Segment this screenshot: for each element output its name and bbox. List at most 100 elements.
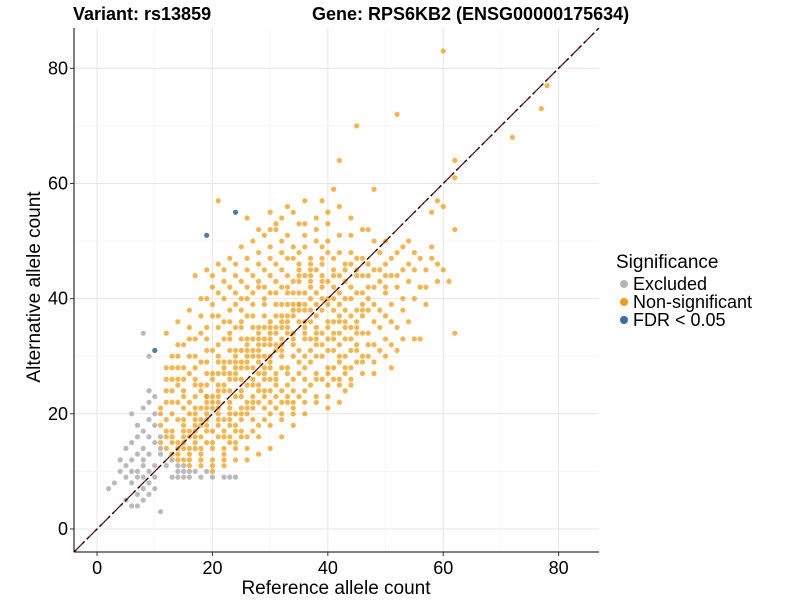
point-non-significant bbox=[354, 123, 360, 129]
point-non-significant bbox=[290, 388, 296, 394]
point-non-significant bbox=[284, 301, 291, 307]
point-non-significant bbox=[348, 249, 354, 256]
point-non-significant bbox=[267, 273, 273, 279]
point-non-significant bbox=[342, 370, 348, 377]
point-non-significant bbox=[215, 422, 221, 428]
point-non-significant bbox=[400, 336, 406, 342]
point-non-significant bbox=[250, 428, 256, 434]
point-non-significant bbox=[204, 347, 210, 354]
point-non-significant bbox=[377, 249, 383, 256]
point-non-significant bbox=[325, 365, 331, 371]
point-non-significant bbox=[227, 284, 233, 290]
point-non-significant bbox=[354, 255, 360, 261]
point-non-significant bbox=[273, 382, 279, 388]
point-non-significant bbox=[377, 278, 383, 284]
point-non-significant bbox=[250, 347, 256, 354]
point-non-significant bbox=[336, 382, 342, 388]
point-non-significant bbox=[250, 399, 256, 405]
point-non-significant bbox=[157, 422, 164, 428]
point-non-significant bbox=[204, 382, 210, 388]
point-non-significant bbox=[359, 353, 366, 359]
point-non-significant bbox=[284, 393, 291, 400]
point-non-significant bbox=[411, 249, 417, 256]
point-non-significant bbox=[244, 365, 250, 371]
point-excluded bbox=[146, 480, 152, 486]
point-non-significant bbox=[163, 365, 169, 371]
point-non-significant bbox=[284, 370, 291, 377]
point-non-significant bbox=[215, 370, 221, 377]
point-non-significant bbox=[342, 261, 348, 267]
point-non-significant bbox=[221, 388, 227, 394]
point-non-significant bbox=[377, 347, 383, 354]
point-non-significant bbox=[181, 405, 187, 411]
point-non-significant bbox=[371, 319, 377, 325]
point-non-significant bbox=[313, 290, 319, 296]
point-non-significant bbox=[452, 175, 458, 181]
point-non-significant bbox=[256, 451, 262, 457]
point-non-significant bbox=[331, 267, 337, 273]
point-non-significant bbox=[290, 422, 296, 428]
point-non-significant bbox=[209, 301, 216, 307]
point-non-significant bbox=[331, 284, 337, 290]
tick-labels: 0 20 40 60 80 0 20 40 60 80 bbox=[48, 58, 569, 578]
point-non-significant bbox=[348, 296, 354, 302]
point-non-significant bbox=[290, 411, 296, 417]
legend-swatch-excluded bbox=[620, 280, 628, 288]
point-non-significant bbox=[209, 405, 216, 411]
point-non-significant bbox=[232, 439, 239, 446]
point-non-significant bbox=[221, 370, 227, 377]
point-non-significant bbox=[307, 273, 314, 279]
point-non-significant bbox=[354, 324, 360, 331]
point-excluded bbox=[140, 463, 146, 469]
point-non-significant bbox=[279, 284, 285, 290]
point-non-significant bbox=[284, 273, 291, 279]
point-non-significant bbox=[181, 388, 187, 394]
point-non-significant bbox=[296, 347, 302, 354]
x-tick-label: 60 bbox=[433, 558, 453, 578]
point-non-significant bbox=[325, 301, 331, 307]
point-non-significant bbox=[296, 221, 302, 227]
point-non-significant bbox=[313, 376, 319, 382]
point-non-significant bbox=[446, 278, 452, 284]
point-excluded bbox=[129, 503, 135, 509]
point-non-significant bbox=[227, 370, 233, 377]
point-non-significant bbox=[388, 301, 394, 307]
point-non-significant bbox=[354, 290, 360, 296]
point-non-significant bbox=[336, 273, 342, 279]
point-non-significant bbox=[221, 296, 227, 302]
point-non-significant bbox=[227, 330, 233, 336]
reference-line-red bbox=[73, 27, 600, 553]
point-non-significant bbox=[325, 370, 331, 377]
point-non-significant bbox=[290, 301, 296, 307]
point-non-significant bbox=[250, 393, 256, 400]
point-non-significant bbox=[273, 330, 279, 336]
point-non-significant bbox=[371, 359, 377, 365]
y-tick-label: 40 bbox=[48, 289, 68, 309]
point-non-significant bbox=[244, 353, 250, 359]
point-non-significant bbox=[221, 428, 227, 434]
point-non-significant bbox=[319, 296, 325, 302]
point-non-significant bbox=[215, 290, 221, 296]
point-non-significant bbox=[509, 134, 516, 141]
point-non-significant bbox=[411, 296, 417, 302]
point-excluded bbox=[134, 434, 141, 440]
point-non-significant bbox=[365, 284, 371, 290]
point-non-significant bbox=[209, 399, 216, 405]
point-non-significant bbox=[284, 290, 291, 296]
point-non-significant bbox=[175, 382, 181, 388]
point-non-significant bbox=[434, 198, 441, 204]
point-non-significant bbox=[238, 434, 244, 440]
point-non-significant bbox=[192, 365, 198, 371]
point-non-significant bbox=[232, 261, 239, 267]
point-non-significant bbox=[371, 238, 377, 244]
y-tick-label: 0 bbox=[58, 519, 68, 539]
chart-title-variant: Variant: rs13859 bbox=[73, 4, 212, 24]
point-non-significant bbox=[336, 319, 342, 325]
point-non-significant bbox=[290, 405, 296, 411]
point-non-significant bbox=[186, 307, 192, 313]
point-non-significant bbox=[325, 405, 331, 411]
point-non-significant bbox=[204, 324, 210, 331]
point-non-significant bbox=[250, 290, 256, 296]
point-non-significant bbox=[250, 273, 256, 279]
point-non-significant bbox=[296, 359, 302, 365]
